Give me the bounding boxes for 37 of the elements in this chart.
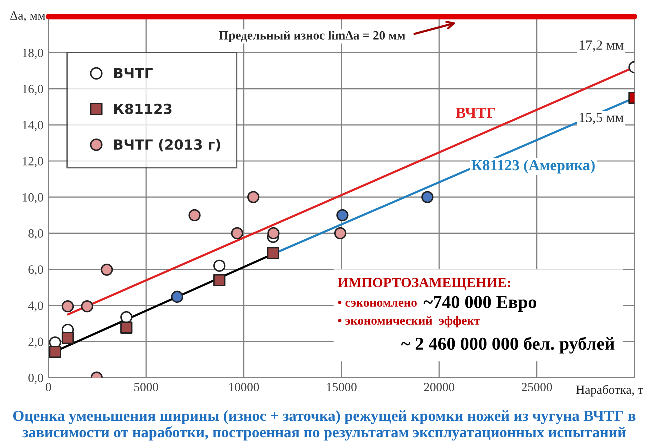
annotation: • сэкономлено <box>338 300 417 307</box>
y-tick-label: 6,0 <box>28 266 44 276</box>
y-tick-label: 2,0 <box>28 338 44 348</box>
y-tick-label: 8,0 <box>28 229 44 240</box>
x-tick-label: 25000 <box>522 383 552 392</box>
x-tick-label: 5000 <box>134 383 158 392</box>
x-tick-label: 20000 <box>424 383 455 392</box>
y-tick-label: 14,0 <box>23 121 44 132</box>
y-tick-label: 16,0 <box>23 85 44 96</box>
x-tick-label: 15000 <box>327 383 357 392</box>
legend-label: ВЧТГ (2013 г) <box>114 139 220 152</box>
x-tick-label: 10000 <box>230 383 260 392</box>
point <box>267 247 280 260</box>
y-tick-label: 12,0 <box>23 157 44 168</box>
annotation: ~740 000 Евро <box>424 296 537 312</box>
x-tick-label: 0 <box>46 383 52 392</box>
series-label: ВЧТГ <box>456 108 496 118</box>
annotation: ИМПОРТОЗАМЕЩЕНИЕ: <box>338 278 510 290</box>
y-axis-title: Δa, мм <box>10 12 46 22</box>
point <box>120 322 133 334</box>
y-tick-label: 0,0 <box>28 374 44 384</box>
annotation: ~ 2 460 000 000 бел. рублей <box>401 336 615 354</box>
x-axis-title: Наработка, т <box>576 385 644 397</box>
y-tick-label: 18,0 <box>23 48 44 60</box>
point <box>49 346 62 358</box>
point <box>214 274 226 286</box>
legend-label: ВЧТГ <box>114 68 153 78</box>
annotation: • экономический эффект <box>338 316 480 328</box>
y-tick-label: 10,0 <box>23 193 44 204</box>
text: Оценка уменьшения ширины (износ + заточка) режущей кромки ножей из чугуна ВЧТГ в зависимости от наработки, построенная по результатам эксплуатационных испытаний <box>13 410 636 441</box>
ref-line-label: Предельный износ limΔa = 20 мм <box>219 31 406 42</box>
annotation: 15,5 мм <box>580 113 624 124</box>
annotation: 17,2 мм <box>580 40 624 52</box>
y-tick-label: 4,0 <box>28 302 44 312</box>
legend-label: К81123 <box>114 104 172 114</box>
series-label: К81123 (Америка) <box>472 160 595 174</box>
point <box>62 332 74 344</box>
